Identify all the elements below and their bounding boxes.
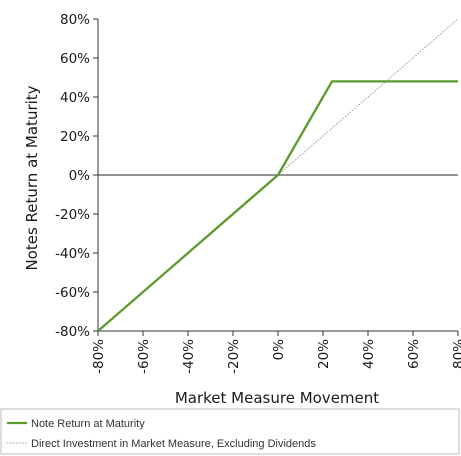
y-tick-label: -20%	[55, 207, 90, 223]
x-tick-label: 40%	[361, 339, 377, 369]
y-tick-label: -80%	[55, 324, 90, 340]
y-tick-label: -40%	[55, 246, 90, 262]
y-axis-label: Notes Return at Maturity	[23, 85, 41, 270]
x-axis-label: Market Measure Movement	[175, 389, 379, 407]
x-tick-label: 20%	[316, 339, 332, 369]
x-tick-label: 60%	[406, 339, 422, 369]
y-tick-label: 80%	[60, 12, 90, 28]
legend-entry-label: Direct Investment in Market Measure, Exc…	[31, 438, 316, 450]
x-tick-label: -60%	[136, 339, 152, 374]
x-tick-label: 80%	[451, 339, 461, 369]
y-tick-label: 40%	[60, 90, 90, 106]
x-tick-label: -40%	[181, 339, 197, 374]
series-note-return-line	[97, 80, 458, 332]
x-tick-label: -20%	[226, 339, 242, 374]
x-tick-label: -80%	[91, 339, 107, 374]
y-tick-label: -60%	[55, 285, 90, 301]
y-tick-label: 20%	[60, 129, 90, 145]
x-tick-label: 0%	[271, 339, 287, 361]
y-tick-label: 60%	[60, 51, 90, 67]
y-tick-label: 0%	[69, 168, 91, 184]
legend-box	[0, 408, 460, 455]
legend-entry-label: Note Return at Maturity	[31, 418, 145, 430]
legend: Note Return at Maturity Direct Investment…	[0, 408, 460, 455]
